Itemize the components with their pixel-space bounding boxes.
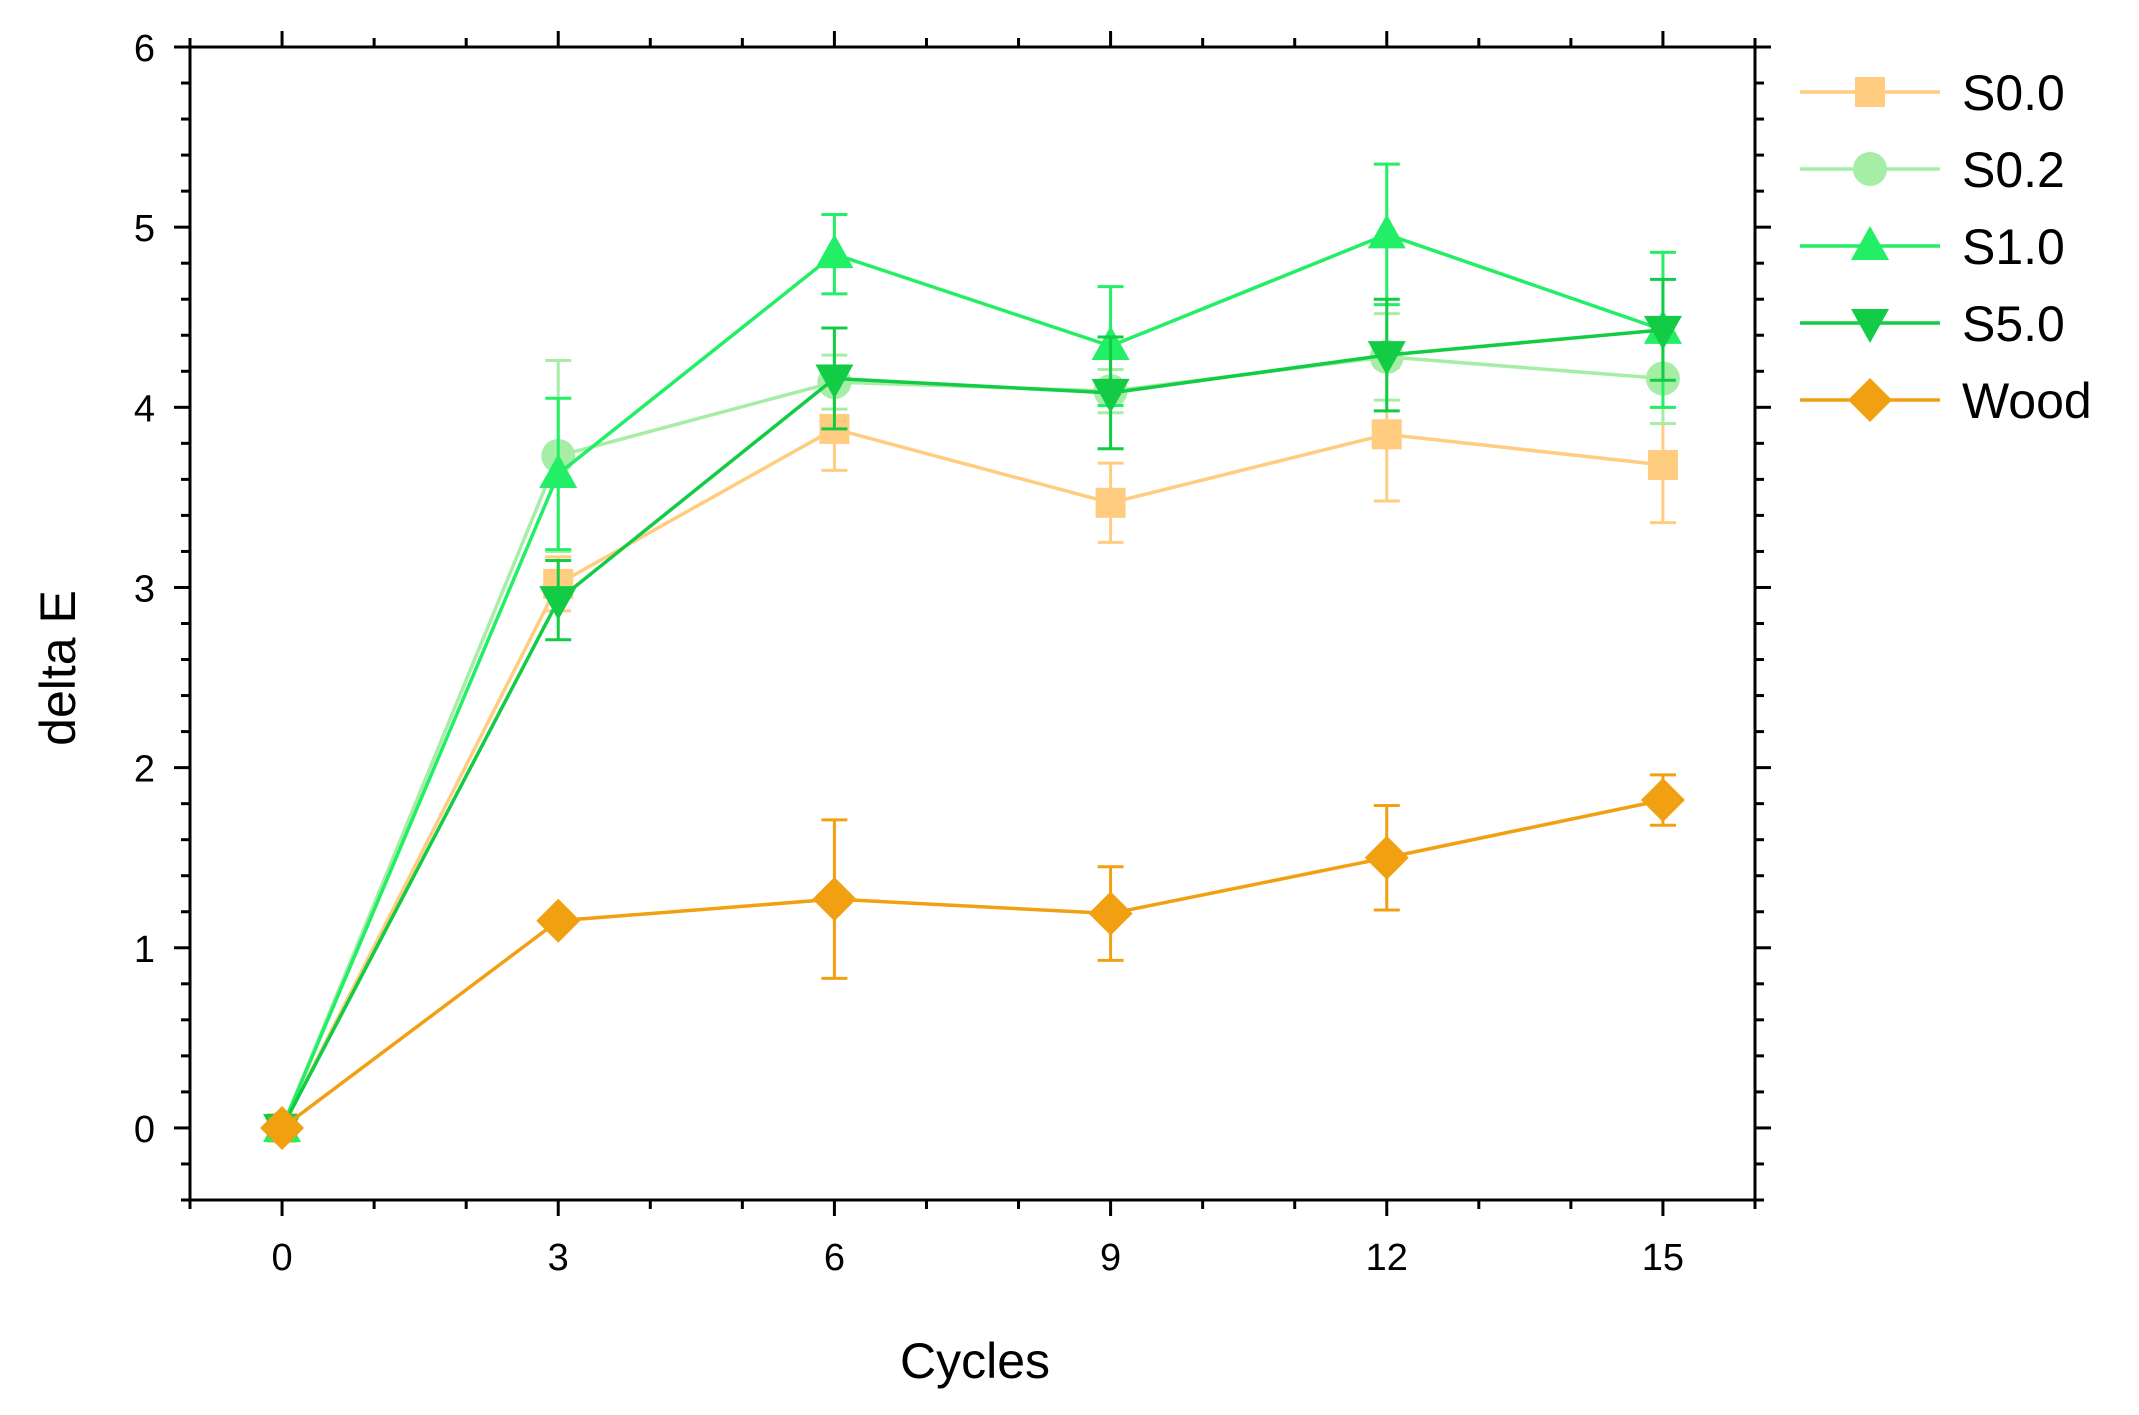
legend-entry-S0.2: S0.2 — [1800, 142, 2065, 198]
legend-label: S5.0 — [1962, 296, 2065, 352]
series-line — [281, 798, 1664, 1130]
y-tick-labels: 0 1 2 3 4 5 6 — [134, 28, 155, 1151]
data-point — [815, 364, 854, 399]
y-tick-label: 0 — [134, 1109, 155, 1151]
x-tick-label: 12 — [1366, 1237, 1408, 1279]
x-tick-label: 9 — [1100, 1237, 1121, 1279]
legend-entry-Wood: Wood — [1800, 373, 2092, 429]
x-tick-label: 3 — [548, 1237, 569, 1279]
y-axis-title: delta E — [30, 590, 86, 746]
x-tick-label: 15 — [1642, 1237, 1684, 1279]
data-point — [539, 586, 578, 621]
data-point — [1364, 835, 1409, 880]
y-tick-label: 5 — [134, 208, 155, 250]
data-point — [815, 234, 854, 269]
data-point — [1367, 214, 1406, 249]
legend-marker — [1851, 309, 1889, 343]
legend-label: Wood — [1962, 373, 2092, 429]
legend-label: S1.0 — [1962, 219, 2065, 275]
data-point — [260, 1105, 305, 1150]
x-tick-label: 0 — [271, 1237, 292, 1279]
series-Wood — [260, 773, 1685, 1150]
legend-entry-S1.0: S1.0 — [1800, 219, 2065, 275]
y-tick-label: 6 — [134, 28, 155, 70]
x-tick-labels: 0 3 6 9 12 15 — [271, 1237, 1684, 1279]
series-S5.0 — [263, 277, 1682, 1148]
series-layer — [260, 162, 1685, 1150]
legend-marker — [1855, 77, 1885, 107]
y-tick-label: 4 — [134, 388, 155, 430]
legend: S0.0 S0.2 S1.0 S5.0 Wood — [1800, 65, 2092, 429]
data-point — [536, 898, 581, 943]
x-axis-title: Cycles — [900, 1333, 1050, 1389]
data-point — [812, 877, 857, 922]
data-point — [1088, 891, 1133, 936]
legend-marker — [1853, 152, 1887, 186]
plot-frame — [188, 45, 1757, 1202]
data-point — [1371, 419, 1402, 450]
legend-label: S0.0 — [1962, 65, 2065, 121]
y-tick-label: 1 — [134, 929, 155, 971]
legend-label: S0.2 — [1962, 142, 2065, 198]
data-point — [539, 453, 578, 488]
series-line — [280, 232, 1664, 1129]
data-point — [1091, 378, 1130, 413]
y-tick-label: 3 — [134, 568, 155, 610]
legend-entry-S5.0: S5.0 — [1800, 296, 2065, 352]
series-line — [280, 427, 1664, 1129]
series-line — [280, 328, 1664, 1129]
data-point — [1095, 487, 1126, 518]
legend-entry-S0.0: S0.0 — [1800, 65, 2065, 121]
legend-marker — [1848, 378, 1892, 422]
data-point — [1367, 341, 1406, 376]
y-tick-label: 2 — [134, 749, 155, 791]
x-tick-label: 6 — [824, 1237, 845, 1279]
data-point — [1647, 449, 1678, 480]
data-point — [1640, 778, 1685, 823]
data-point — [1643, 315, 1682, 350]
legend-marker — [1851, 226, 1889, 260]
